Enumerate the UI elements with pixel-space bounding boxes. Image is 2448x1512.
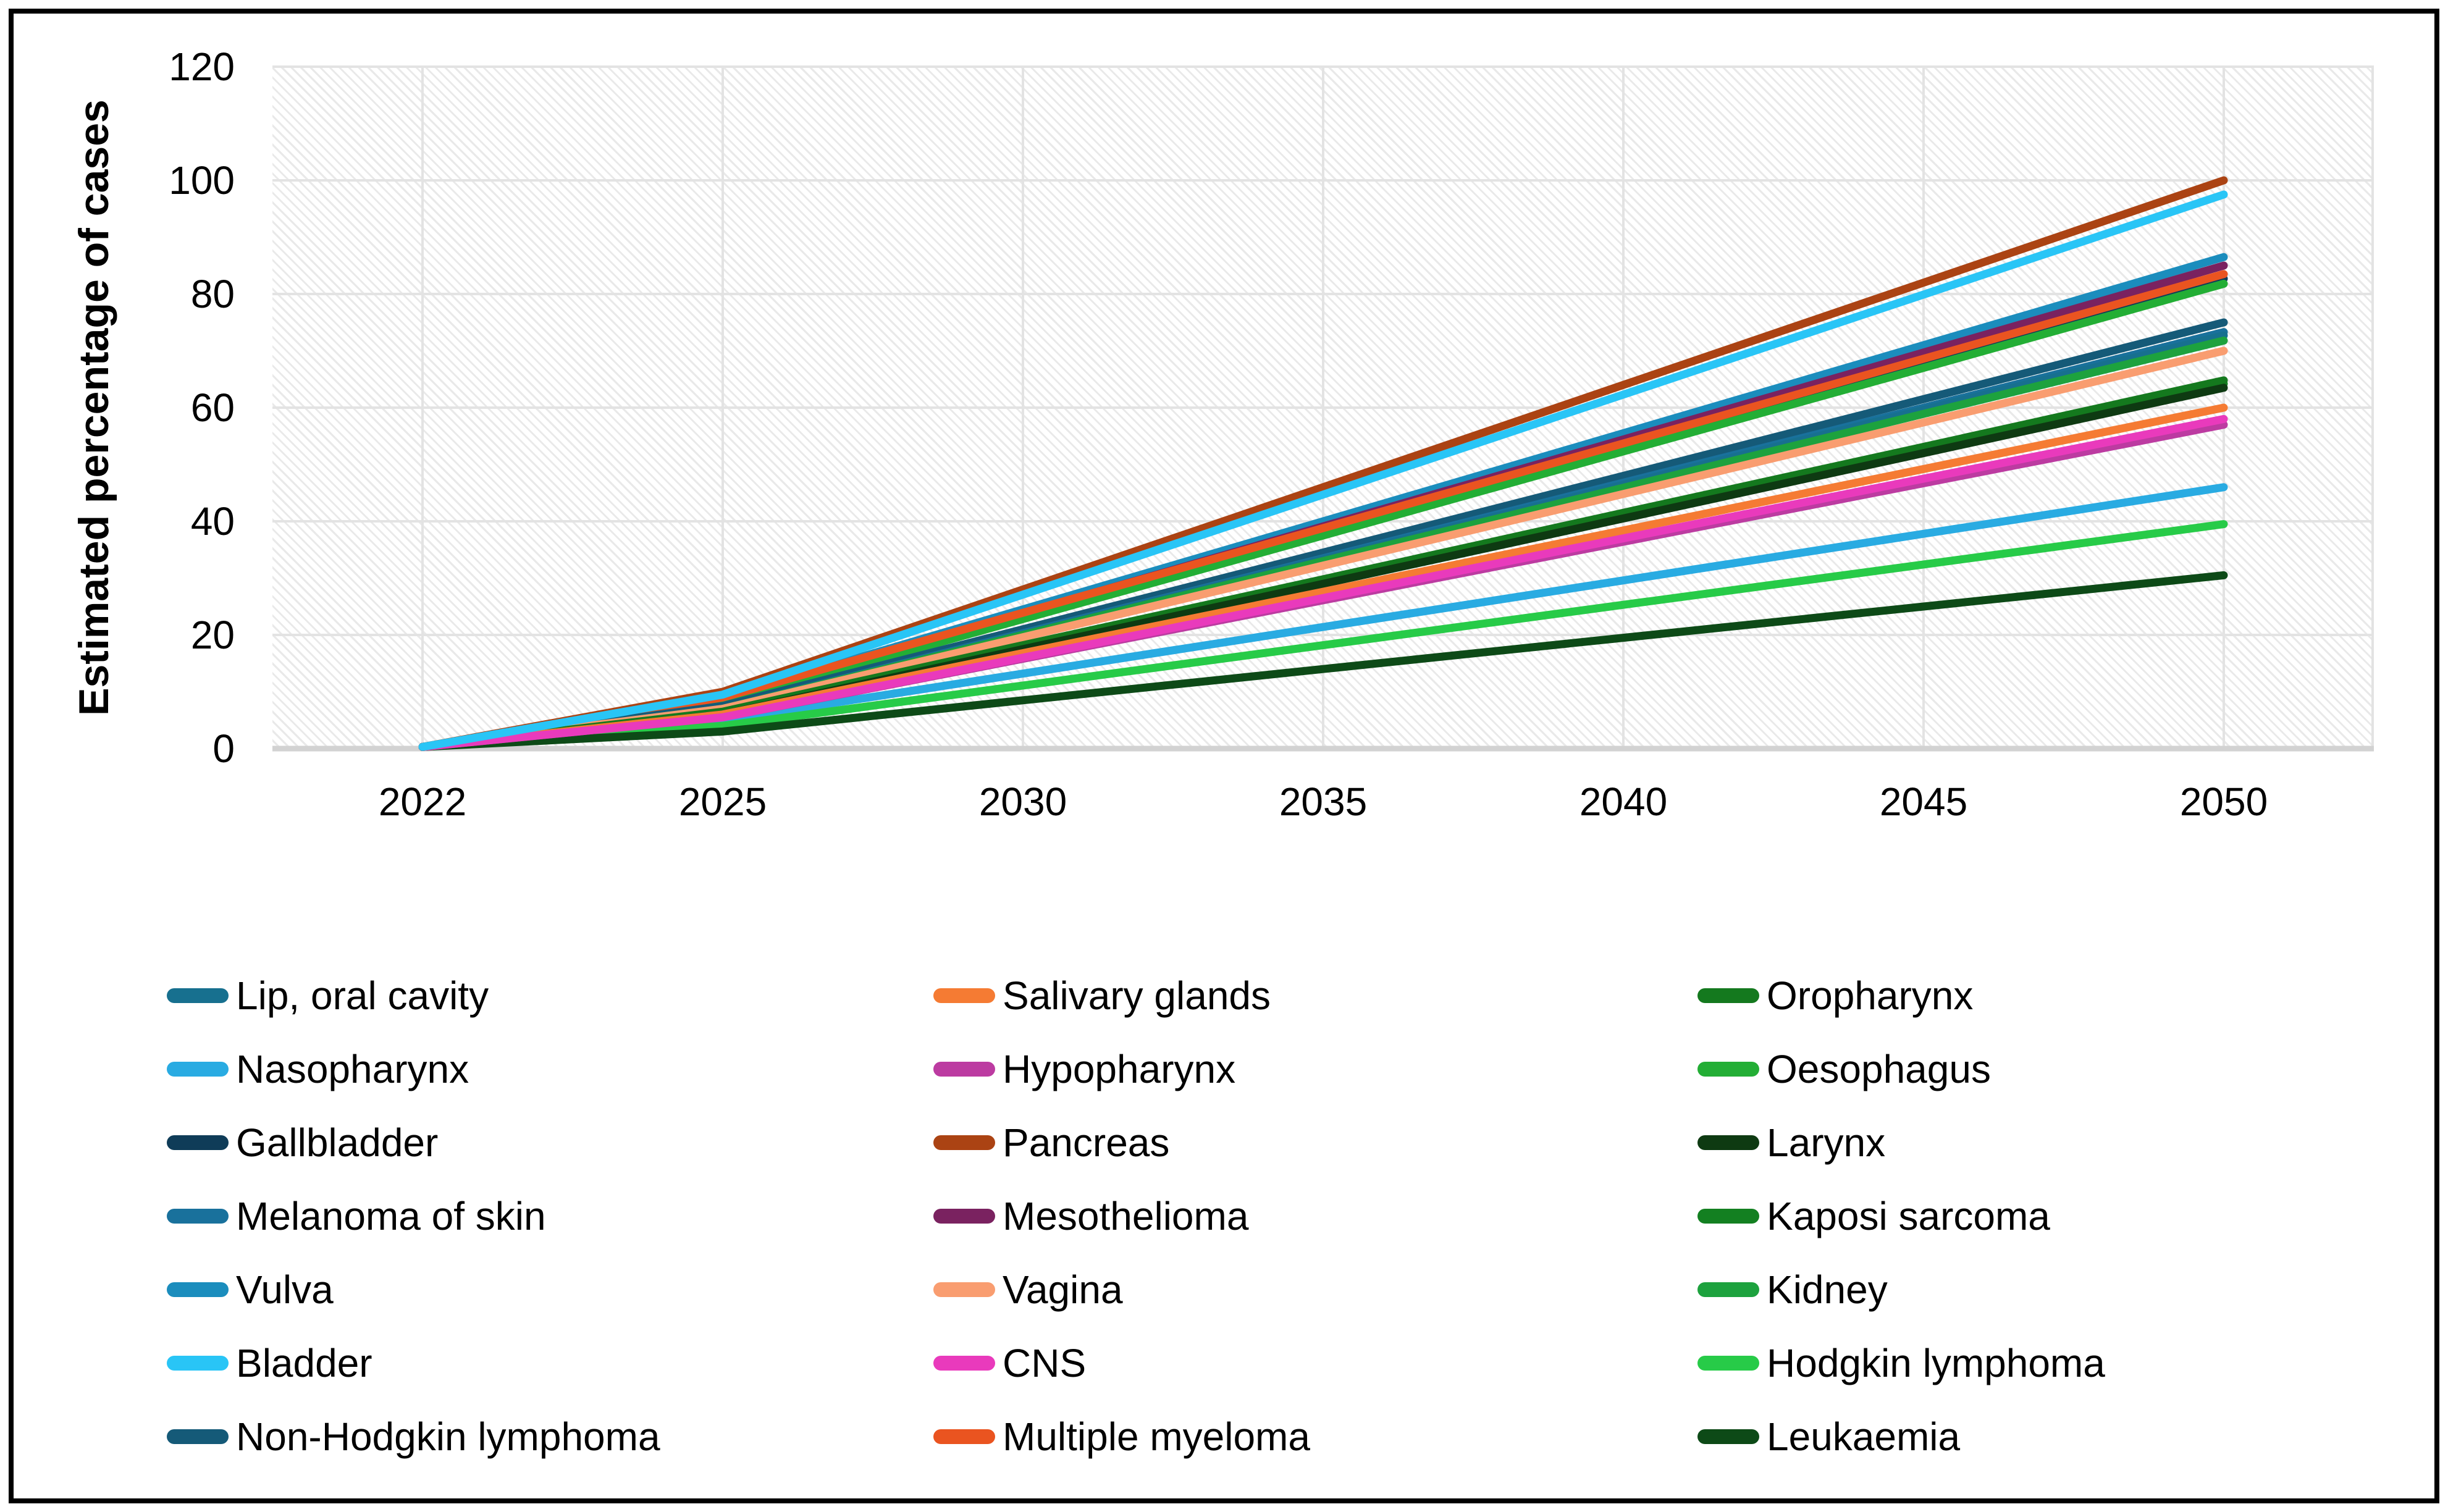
y-tick-label-120: 120 <box>169 44 235 89</box>
legend-swatch-hodgkin-lymphoma <box>1697 1356 1759 1371</box>
legend-swatch-lip-oral-cavity <box>167 988 229 1003</box>
y-tick-label-40: 40 <box>190 499 235 544</box>
legend-label-gallbladder: Gallbladder <box>236 1120 439 1165</box>
legend-label-bladder: Bladder <box>236 1341 372 1385</box>
legend-swatch-vulva <box>167 1282 229 1297</box>
legend-swatch-nasopharynx <box>167 1062 229 1077</box>
legend-label-pancreas: Pancreas <box>1003 1120 1170 1165</box>
y-tick-label-80: 80 <box>190 272 235 316</box>
series-line-bladder <box>418 190 2228 751</box>
chart-plot <box>272 65 2374 752</box>
x-tick-label-2050: 2050 <box>2179 779 2268 824</box>
legend-label-cns: CNS <box>1003 1341 1087 1385</box>
legend-swatch-salivary-glands <box>933 988 995 1003</box>
x-tick-label-2040: 2040 <box>1579 779 1668 824</box>
x-tick-label-2030: 2030 <box>978 779 1067 824</box>
legend-label-lip-oral-cavity: Lip, oral cavity <box>236 973 489 1018</box>
legend-swatch-pancreas <box>933 1135 995 1150</box>
legend-label-kaposi-sarcoma: Kaposi sarcoma <box>1767 1194 2050 1238</box>
legend-swatch-multiple-myeloma <box>933 1429 995 1444</box>
legend-swatch-larynx <box>1697 1135 1759 1150</box>
legend-label-oesophagus: Oesophagus <box>1767 1047 1991 1091</box>
legend-swatch-oropharynx <box>1697 988 1759 1003</box>
legend-swatch-leukaemia <box>1697 1429 1759 1444</box>
legend-label-vulva: Vulva <box>236 1267 334 1312</box>
legend-label-kidney: Kidney <box>1767 1267 1888 1312</box>
x-tick-label-2022: 2022 <box>378 779 467 824</box>
legend-label-hodgkin-lymphoma: Hodgkin lymphoma <box>1767 1341 2105 1385</box>
series-line-hodgkin-lymphoma <box>418 520 2228 751</box>
chart-border-frame: Estimated percentage of cases 0 20 40 60 80 1… <box>9 9 2439 1503</box>
x-tick-label-2045: 2045 <box>1879 779 1968 824</box>
series-line-cns <box>418 414 2228 751</box>
legend-swatch-kaposi-sarcoma <box>1697 1209 1759 1224</box>
legend-label-nasopharynx: Nasopharynx <box>236 1047 469 1091</box>
legend-label-oropharynx: Oropharynx <box>1767 973 1974 1018</box>
x-tick-label-2035: 2035 <box>1279 779 1368 824</box>
legend-swatch-mesothelioma <box>933 1209 995 1224</box>
y-tick-label-100: 100 <box>169 158 235 203</box>
series-line-leukaemia <box>418 571 2228 751</box>
legend-swatch-hypopharynx <box>933 1062 995 1077</box>
legend-label-non-hodgkin-lymphoma: Non-Hodgkin lymphoma <box>236 1414 660 1459</box>
legend-label-larynx: Larynx <box>1767 1120 1886 1165</box>
legend-label-melanoma-of-skin: Melanoma of skin <box>236 1194 546 1238</box>
legend-swatch-oesophagus <box>1697 1062 1759 1077</box>
legend-swatch-vagina <box>933 1282 995 1297</box>
legend-label-mesothelioma: Mesothelioma <box>1003 1194 1249 1238</box>
legend-swatch-gallbladder <box>167 1135 229 1150</box>
legend-swatch-cns <box>933 1356 995 1371</box>
legend-label-leukaemia: Leukaemia <box>1767 1414 1961 1459</box>
legend-swatch-bladder <box>167 1356 229 1371</box>
legend-swatch-non-hodgkin-lymphoma <box>167 1429 229 1444</box>
legend-label-hypopharynx: Hypopharynx <box>1003 1047 1236 1091</box>
legend-label-vagina: Vagina <box>1003 1267 1123 1312</box>
y-tick-label-0: 0 <box>212 726 235 771</box>
legend-label-salivary-glands: Salivary glands <box>1003 973 1271 1018</box>
legend-swatch-melanoma-of-skin <box>167 1209 229 1224</box>
x-tick-label-2025: 2025 <box>678 779 767 824</box>
y-tick-label-20: 20 <box>190 613 235 657</box>
y-tick-label-60: 60 <box>190 385 235 430</box>
legend-swatch-kidney <box>1697 1282 1759 1297</box>
legend-label-multiple-myeloma: Multiple myeloma <box>1003 1414 1310 1459</box>
